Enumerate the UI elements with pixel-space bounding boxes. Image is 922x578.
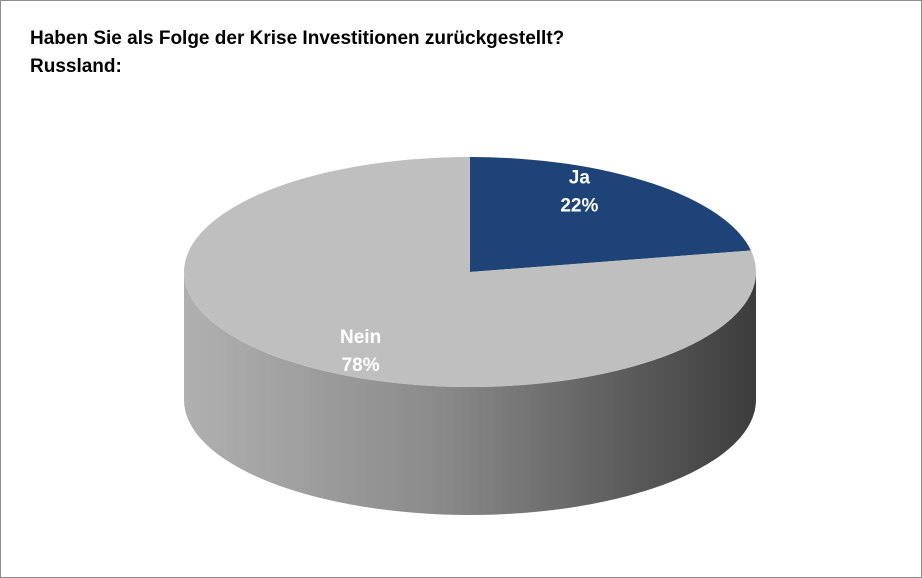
slice	[183, 157, 756, 387]
slice-side	[184, 272, 756, 515]
category-label: Ja	[569, 167, 591, 188]
chart-title: Haben Sie als Folge der Krise Investitio…	[30, 28, 564, 49]
slice	[470, 157, 751, 272]
chart-subtitle: Russland:	[30, 56, 122, 77]
data-label: 22%	[560, 195, 598, 216]
category-label: Nein	[340, 327, 381, 348]
data-label: 78%	[342, 355, 380, 376]
